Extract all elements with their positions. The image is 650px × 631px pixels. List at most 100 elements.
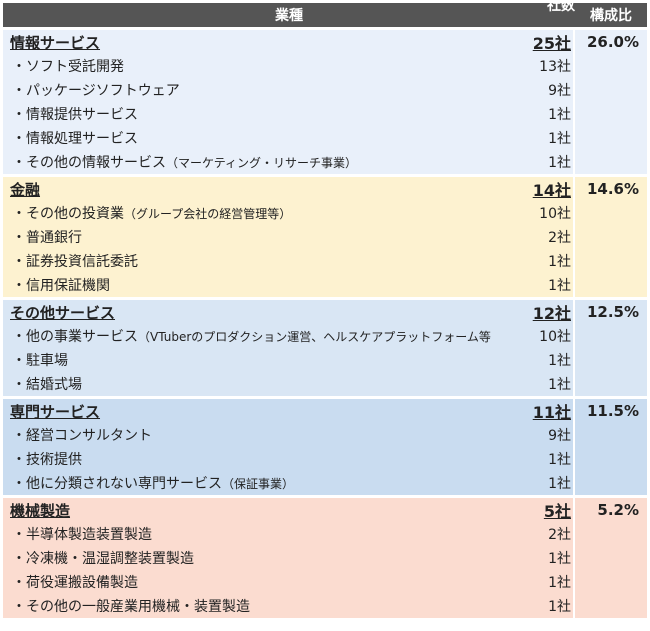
group-total-row: 機械製造 5社 [3,498,573,522]
header-ratio: 構成比 [575,3,647,27]
table-header: 業種 社数 構成比 [3,0,647,27]
subindustry-count: 2社 [548,230,571,246]
subindustry-label: ・結婚式場 [12,377,82,393]
group-name: 金融 [10,180,41,199]
group-name: 機械製造 [10,501,71,520]
industry-group: 情報サービス 25社・ソフト受託開発 13社・パッケージソフトウェア 9社・情報提供サ… [3,30,647,174]
subindustry-count: 13社 [539,59,571,75]
group-rows: 情報サービス 25社・ソフト受託開発 13社・パッケージソフトウェア 9社・情報提供サ… [3,30,573,174]
subindustry-count: 9社 [548,83,571,99]
subindustry-label: ・証券投資信託委託 [12,254,138,270]
group-count: 11社 [532,403,571,422]
group-count: 12社 [532,304,571,323]
subindustry-note: （VTuberのプロダクション運営、ヘルスケアプラットフォーム等） [138,330,491,344]
subindustry-count: 1社 [548,575,571,591]
industry-group: 専門サービス 11社 ・経営コンサルタント 9社 ・技術提供 1社 ・他に分類されない専門サ… [3,399,647,495]
subindustry-count: 1社 [548,131,571,147]
group-count: 14社 [532,181,571,200]
subindustry-count: 1社 [548,254,571,270]
subindustry-name: ・冷凍機・温湿調整装置製造 [3,548,491,568]
group-total-row: 金融 14社 [3,177,573,201]
subindustry-name: ・その他の情報サービス（マーケティング・リサーチ事業） [3,152,491,172]
subindustry-name: ・ソフト受託開発 [3,56,491,76]
group-total-row: 情報サービス 25社 [3,30,573,54]
subindustry-note: （グループ会社の経営管理等） [124,207,292,221]
group-rows: 機械製造 5社 ・半導体製造装置製造 2社 ・冷凍機・温湿調整装置製造 1社 ・荷役運搬設備… [3,498,573,618]
subindustry-row: ・ソフト受託開発 13社 [3,54,573,78]
subindustry-count: 2社 [548,527,571,543]
group-count: 25社 [532,34,571,53]
subindustry-row: ・その他の投資業（グループ会社の経営管理等） 10社 [3,201,573,225]
industry-group: その他サービス 12社・他の事業サービス（VTuberのプロダクション運営、ヘルス… [3,300,647,396]
group-rows: その他サービス 12社・他の事業サービス（VTuberのプロダクション運営、ヘルス… [3,300,573,396]
subindustry-label: ・半導体製造装置製造 [12,527,152,543]
industry-group: 機械製造 5社 ・半導体製造装置製造 2社 ・冷凍機・温湿調整装置製造 1社 ・荷役運搬設備… [3,498,647,618]
subindustry-row: ・他に分類されない専門サービス（保証事業） 1社 [3,471,573,495]
subindustry-label: ・信用保証機関 [12,278,110,294]
subindustry-name: ・証券投資信託委託 [3,251,491,271]
subindustry-count: 1社 [548,599,571,615]
subindustry-row: ・荷役運搬設備製造 1社 [3,570,573,594]
subindustry-name: ・経営コンサルタント [3,425,491,445]
subindustry-name: ・情報処理サービス [3,128,491,148]
subindustry-name: ・駐車場 [3,350,491,370]
subindustry-label: ・他の事業サービス [12,329,138,345]
subindustry-count: 1社 [548,107,571,123]
subindustry-count: 9社 [548,428,571,444]
subindustry-row: ・結婚式場 1社 [3,372,573,396]
subindustry-row: ・経営コンサルタント 9社 [3,423,573,447]
subindustry-label: ・その他の情報サービス [12,155,166,171]
subindustry-row: ・普通銀行 2社 [3,225,573,249]
subindustry-label: ・荷役運搬設備製造 [12,575,138,591]
subindustry-name: ・パッケージソフトウェア [3,80,491,100]
group-ratio: 11.5% [575,399,647,495]
subindustry-count: 1社 [548,155,571,171]
subindustry-note: （マーケティング・リサーチ事業） [166,156,358,170]
subindustry-count: 1社 [548,452,571,468]
group-rows: 金融 14社・その他の投資業（グループ会社の経営管理等） 10社・普通銀行 2社・証券… [3,177,573,297]
header-count: 社数 [547,0,575,14]
group-total-row: その他サービス 12社 [3,300,573,324]
group-rows: 専門サービス 11社 ・経営コンサルタント 9社 ・技術提供 1社 ・他に分類されない専門サ… [3,399,573,495]
subindustry-count: 10社 [539,206,571,222]
subindustry-count: 1社 [548,278,571,294]
subindustry-name: ・半導体製造装置製造 [3,524,491,544]
subindustry-row: ・他の事業サービス（VTuberのプロダクション運営、ヘルスケアプラットフォーム… [3,324,573,348]
subindustry-label: ・ソフト受託開発 [12,59,124,75]
subindustry-row: ・パッケージソフトウェア 9社 [3,78,573,102]
subindustry-label: ・他に分類されない専門サービス [12,476,222,492]
industry-group: 金融 14社・その他の投資業（グループ会社の経営管理等） 10社・普通銀行 2社・証券… [3,177,647,297]
subindustry-row: ・冷凍機・温湿調整装置製造 1社 [3,546,573,570]
subindustry-count: 1社 [548,476,571,492]
subindustry-label: ・情報処理サービス [12,131,138,147]
subindustry-name: ・他の事業サービス（VTuberのプロダクション運営、ヘルスケアプラットフォーム… [3,326,491,346]
subindustry-row: ・その他の一般産業用機械・装置製造 1社 [3,594,573,618]
subindustry-count: 1社 [548,353,571,369]
subindustry-name: ・技術提供 [3,449,491,469]
table-body: 情報サービス 25社 ・ソフト受託開発 13社 ・パッケージソフトウェア 9社 ・情報提供サ… [3,30,647,618]
subindustry-name: ・信用保証機関 [3,275,491,295]
subindustry-label: ・普通銀行 [12,230,82,246]
group-name: 情報サービス [10,33,101,52]
subindustry-name: ・情報提供サービス [3,104,491,124]
subindustry-row: ・情報処理サービス 1社 [3,126,573,150]
subindustry-label: ・情報提供サービス [12,107,138,123]
header-industry: 業種 [3,3,575,27]
subindustry-row: ・駐車場 1社 [3,348,573,372]
group-name: 専門サービス [10,402,101,421]
subindustry-label: ・経営コンサルタント [12,428,152,444]
subindustry-row: ・情報提供サービス 1社 [3,102,573,126]
subindustry-label: ・その他の一般産業用機械・装置製造 [12,599,250,615]
group-ratio: 12.5% [575,300,647,396]
subindustry-name: ・荷役運搬設備製造 [3,572,491,592]
group-name: その他サービス [10,303,116,322]
industry-table: 業種 社数 構成比 情報サービス 25社・ソフト受託開発 13社・パッケージソフトウ… [3,0,647,618]
subindustry-label: ・技術提供 [12,452,82,468]
subindustry-name: ・その他の投資業（グループ会社の経営管理等） [3,203,491,223]
subindustry-label: ・冷凍機・温湿調整装置製造 [12,551,194,567]
group-ratio: 5.2% [575,498,647,618]
subindustry-name: ・その他の一般産業用機械・装置製造 [3,596,491,616]
group-total-row: 専門サービス 11社 [3,399,573,423]
subindustry-label: ・パッケージソフトウェア [12,83,180,99]
subindustry-label: ・駐車場 [12,353,68,369]
